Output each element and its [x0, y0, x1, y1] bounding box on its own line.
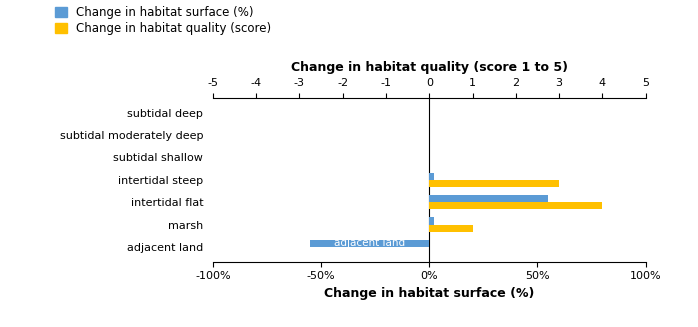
Bar	[429, 202, 602, 209]
Bar	[310, 240, 429, 247]
X-axis label: Change in habitat surface (%): Change in habitat surface (%)	[324, 287, 535, 300]
Legend: Change in habitat surface (%), Change in habitat quality (score): Change in habitat surface (%), Change in…	[54, 6, 271, 35]
Bar	[429, 217, 433, 225]
Bar	[429, 180, 559, 187]
Bar	[429, 173, 433, 180]
Text: adjacent land: adjacent land	[334, 238, 406, 249]
Bar	[429, 195, 549, 202]
Bar	[429, 225, 473, 232]
X-axis label: Change in habitat quality (score 1 to 5): Change in habitat quality (score 1 to 5)	[291, 61, 567, 75]
